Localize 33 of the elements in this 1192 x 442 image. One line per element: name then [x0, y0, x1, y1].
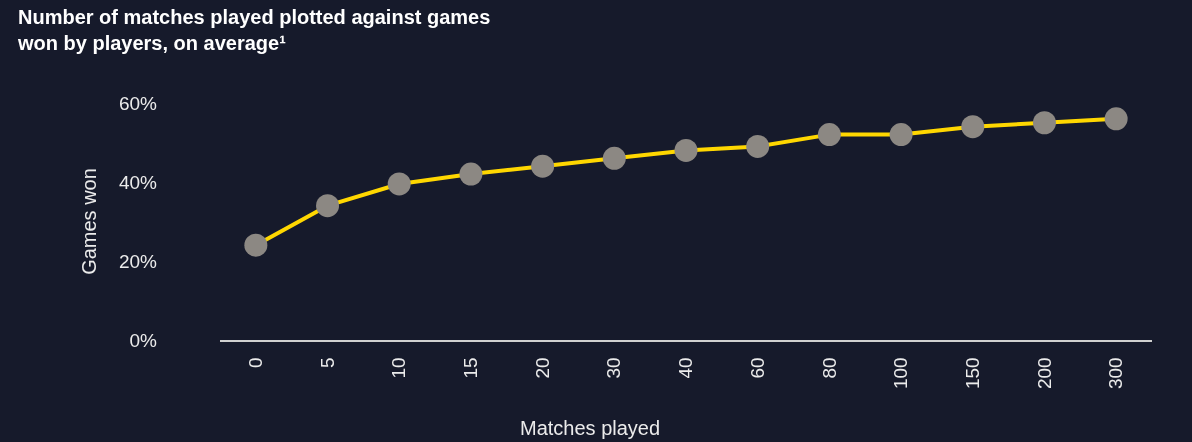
- point: [817, 123, 841, 147]
- x-tick-label: 40: [675, 357, 697, 379]
- point: [1032, 111, 1056, 135]
- point: [387, 172, 411, 196]
- y-tick-label: 40%: [118, 171, 158, 193]
- point: [602, 146, 626, 170]
- point: [316, 194, 340, 218]
- x-tick-label: 150: [961, 357, 983, 390]
- x-tick-label: 10: [388, 357, 410, 379]
- x-tick-label: 200: [1033, 357, 1055, 390]
- point: [531, 154, 555, 178]
- y-axis-title: Games won: [78, 168, 101, 275]
- x-tick-label: 100: [890, 357, 912, 390]
- point: [961, 115, 985, 139]
- x-tick-label: 20: [531, 357, 553, 379]
- x-tick-label: 15: [460, 357, 482, 379]
- x-tick-label: 300: [1105, 357, 1127, 390]
- y-tick-label: 0%: [129, 329, 158, 351]
- x-tick-label: 5: [316, 357, 338, 368]
- point: [459, 162, 483, 186]
- point: [674, 138, 698, 162]
- point: [244, 233, 268, 257]
- point: [1104, 107, 1128, 131]
- x-tick-label: 80: [818, 357, 840, 379]
- x-tick-label: 60: [746, 357, 768, 379]
- y-tick-label: 20%: [118, 250, 158, 272]
- y-tick-label: 60%: [118, 92, 158, 114]
- point: [889, 123, 913, 147]
- point: [746, 134, 770, 158]
- x-axis-title: Matches played: [520, 417, 661, 439]
- x-tick-label: 0: [245, 357, 267, 368]
- chart-title: Number of matches played plotted against games won by players, on average¹: [17, 6, 491, 54]
- x-tick-label: 30: [603, 357, 625, 379]
